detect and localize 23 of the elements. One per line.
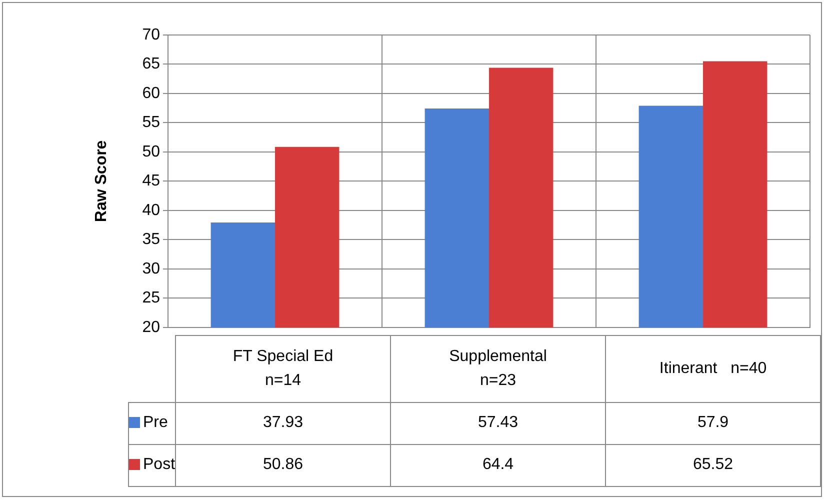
y-tick-label: 55 bbox=[142, 114, 160, 132]
y-tick-label: 45 bbox=[142, 172, 160, 190]
legend-label: Post bbox=[128, 444, 176, 486]
data-label: 65.52 bbox=[606, 444, 821, 486]
data-label: 57.43 bbox=[390, 402, 606, 444]
legend-label: Pre bbox=[128, 402, 176, 444]
y-tick-label: 50 bbox=[142, 143, 160, 160]
x-tick-label: Itinerant n=40 bbox=[606, 336, 821, 402]
data-label: 37.93 bbox=[176, 402, 391, 444]
x-tick-label: Supplemental n=23 bbox=[390, 336, 606, 402]
data-label: 50.86 bbox=[176, 444, 391, 486]
x-tick-label: FT Special Ed n=14 bbox=[176, 336, 391, 402]
y-tick-label: 70 bbox=[142, 26, 160, 44]
data-label: 64.4 bbox=[390, 444, 606, 486]
y-axis-title: Raw Score bbox=[93, 140, 110, 222]
y-tick-label: 65 bbox=[142, 56, 160, 73]
data-label: 57.9 bbox=[606, 402, 821, 444]
y-tick-label: 20 bbox=[142, 318, 160, 336]
y-tick-label: 30 bbox=[142, 260, 160, 278]
y-tick-label: 35 bbox=[142, 231, 160, 248]
y-tick-label: 25 bbox=[142, 290, 160, 307]
y-tick-label: 60 bbox=[142, 84, 160, 102]
y-tick-label: 40 bbox=[142, 202, 160, 219]
